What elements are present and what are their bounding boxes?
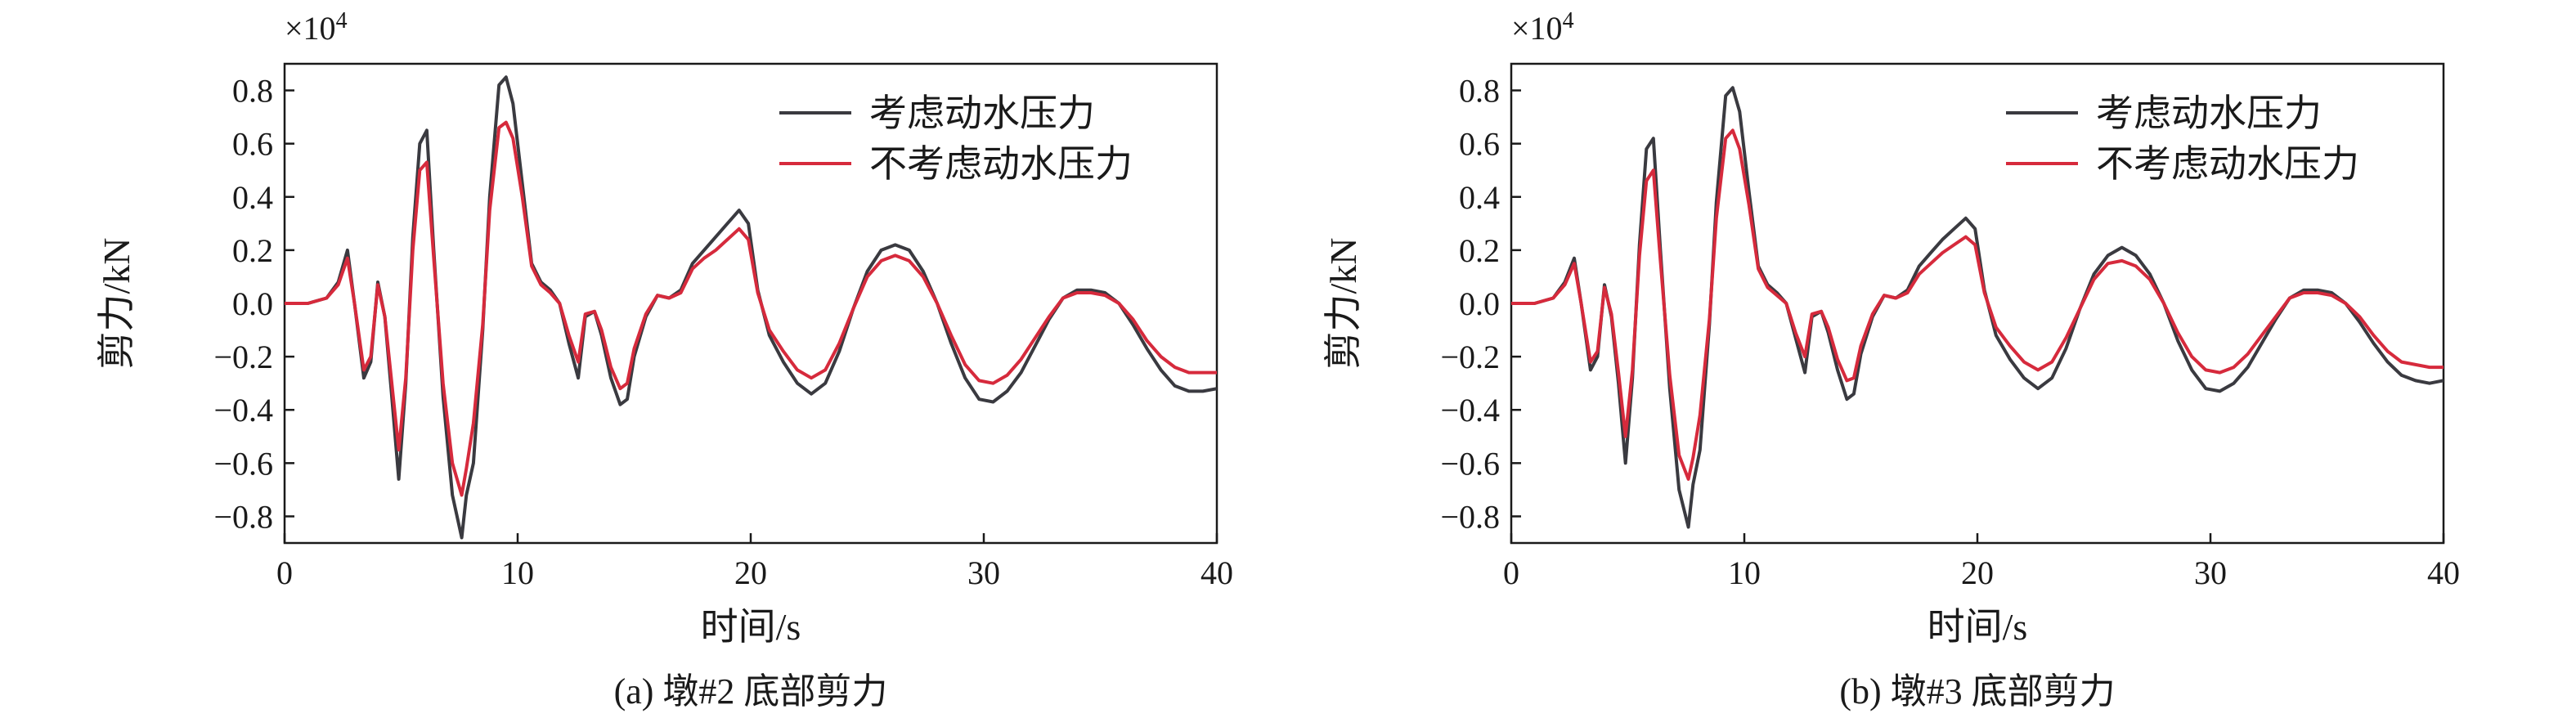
y-tick-label: 0.2: [232, 232, 273, 269]
x-tick-label: 0: [276, 554, 293, 591]
x-tick-label: 10: [501, 554, 534, 591]
chart-panel-a: 0 10 20 30 40 −0.8 −0.6 −0.4 −0.2 0.0 0.2 0.4 0.6 0.8…: [96, 8, 1233, 711]
y-tick-label: 0.8: [1459, 73, 1500, 110]
series-line-without-hydrodynamic: [1511, 128, 2444, 481]
y-tick-label: −0.2: [1440, 339, 1500, 375]
x-axis-label: 时间/s: [701, 606, 801, 648]
y-axis-label: 剪力/kN: [96, 238, 137, 370]
legend-label: 考虑动水压力: [2096, 92, 2322, 134]
figure-caption: (b) 墩#3 底部剪力: [1839, 671, 2115, 711]
x-tick-label: 40: [1200, 554, 1233, 591]
legend-label: 不考虑动水压力: [2096, 143, 2359, 185]
legend-label: 考虑动水压力: [869, 92, 1095, 134]
series-line-without-hydrodynamic: [285, 120, 1217, 497]
y-multiplier-base: ×10: [285, 10, 336, 47]
y-tick-label: −0.2: [213, 339, 273, 375]
y-tick-label: −0.8: [1440, 498, 1500, 535]
legend-label: 不考虑动水压力: [869, 143, 1133, 185]
x-tick-label: 0: [1503, 554, 1519, 591]
y-tick-label: −0.4: [1440, 392, 1500, 429]
y-multiplier-base: ×10: [1511, 10, 1563, 47]
y-tick-label: −0.6: [213, 445, 273, 482]
chart-panel-b: 0 10 20 30 40 −0.8 −0.6 −0.4 −0.2 0.0 0.2 0.4 0.6 0.8…: [1322, 8, 2460, 711]
y-multiplier: ×104: [285, 8, 348, 47]
x-tick-label: 40: [2427, 554, 2460, 591]
x-tick-label: 30: [2194, 554, 2227, 591]
y-multiplier: ×104: [1511, 8, 1574, 47]
y-multiplier-exponent: 4: [336, 8, 348, 34]
y-tick-label: 0.4: [1459, 179, 1500, 216]
x-axis-label: 时间/s: [1928, 606, 2028, 648]
y-tick-label: −0.8: [213, 498, 273, 535]
y-tick-label: 0.6: [232, 126, 273, 163]
y-tick-label: 0.0: [1459, 285, 1500, 322]
plot-frame: [1510, 62, 2445, 545]
x-tick-label: 20: [1961, 554, 1994, 591]
y-tick-label: 0.2: [1459, 232, 1500, 269]
y-tick-label: 0.8: [232, 73, 273, 110]
x-tick-label: 30: [967, 554, 1000, 591]
x-tick-label: 20: [734, 554, 767, 591]
y-multiplier-exponent: 4: [1563, 8, 1574, 34]
y-tick-label: −0.6: [1440, 445, 1500, 482]
figure-caption: (a) 墩#2 底部剪力: [614, 671, 888, 711]
y-tick-label: 0.0: [232, 285, 273, 322]
y-tick-label: −0.4: [213, 392, 273, 429]
y-axis-label: 剪力/kN: [1322, 238, 1364, 370]
y-tick-label: 0.4: [232, 179, 273, 216]
x-tick-label: 10: [1728, 554, 1761, 591]
y-tick-label: 0.6: [1459, 126, 1500, 163]
